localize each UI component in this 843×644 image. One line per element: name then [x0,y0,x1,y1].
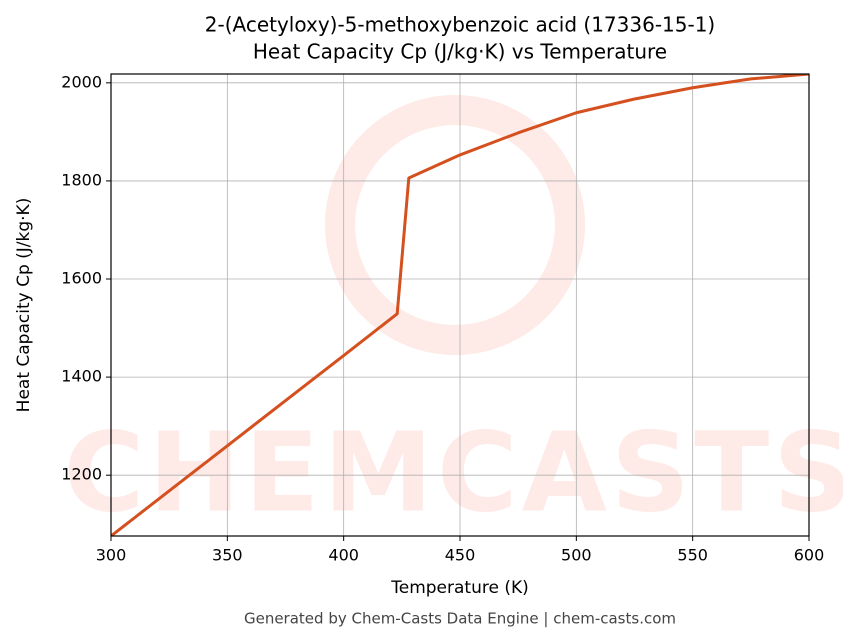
x-tick-label: 350 [212,546,243,565]
plot-frame [110,73,810,537]
x-tick-label: 550 [677,546,708,565]
x-tick-label: 300 [96,546,127,565]
x-tick-label: 600 [794,546,825,565]
x-axis-label: Temperature (K) [390,578,529,598]
x-tick-label: 500 [561,546,592,565]
footer: Generated by Chem-Casts Data Engine | ch… [244,610,676,628]
chart-subtitle: Heat Capacity Cp (J/kg·K) vs Temperature [253,40,667,64]
data-line [111,74,809,536]
x-tick-label: 400 [328,546,359,565]
y-tick-label: 1400 [61,367,102,386]
y-tick-label: 1800 [61,170,102,189]
watermark: CHEMCASTS [64,408,843,536]
x-tick-label: 450 [445,546,476,565]
watermark-logo [325,95,585,355]
y-tick-label: 1600 [61,269,102,288]
y-axis-label: Heat Capacity Cp (J/kg·K) [14,198,34,413]
y-tick-label: 2000 [61,72,102,91]
chart-title: 2-(Acetyloxy)-5-methoxybenzoic acid (173… [205,13,715,37]
y-tick-label: 1200 [61,465,102,484]
